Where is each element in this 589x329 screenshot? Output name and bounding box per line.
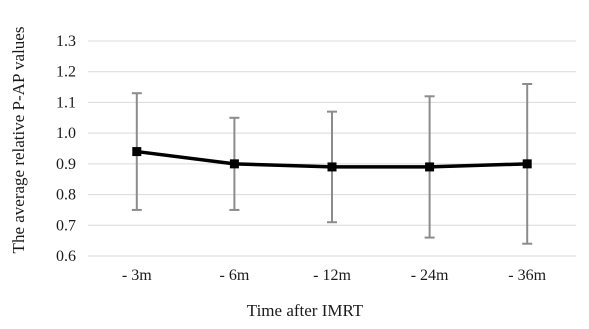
x-tick-labels: - 3m - 6m - 12m - 24m - 36m <box>122 267 547 284</box>
x-tick-label: - 3m <box>122 267 152 284</box>
y-tick-label: 1.1 <box>56 94 76 111</box>
data-point-marker <box>522 159 532 169</box>
x-axis-title: Time after IMRT <box>247 301 364 320</box>
y-tick-label: 1.3 <box>56 33 76 50</box>
x-tick-label: - 24m <box>411 267 449 284</box>
series-layer <box>132 147 532 172</box>
x-tick-label: - 6m <box>220 267 250 284</box>
x-tick-label: - 36m <box>508 267 546 284</box>
y-tick-label: 0.7 <box>56 217 76 234</box>
y-tick-label: 0.6 <box>56 248 76 265</box>
y-tick-label: 1.0 <box>56 125 76 142</box>
y-tick-label: 0.9 <box>56 156 76 173</box>
data-point-marker <box>327 162 337 172</box>
y-axis-title: The average relative P-AP values <box>9 27 28 254</box>
data-point-marker <box>132 147 142 157</box>
data-point-marker <box>229 159 239 169</box>
y-tick-label: 0.8 <box>56 187 76 204</box>
y-tick-label: 1.2 <box>56 64 76 81</box>
x-tick-label: - 12m <box>313 267 351 284</box>
data-point-marker <box>425 162 435 172</box>
y-tick-labels: 0.6 0.7 0.8 0.9 1.0 1.1 1.2 1.3 <box>56 33 76 265</box>
